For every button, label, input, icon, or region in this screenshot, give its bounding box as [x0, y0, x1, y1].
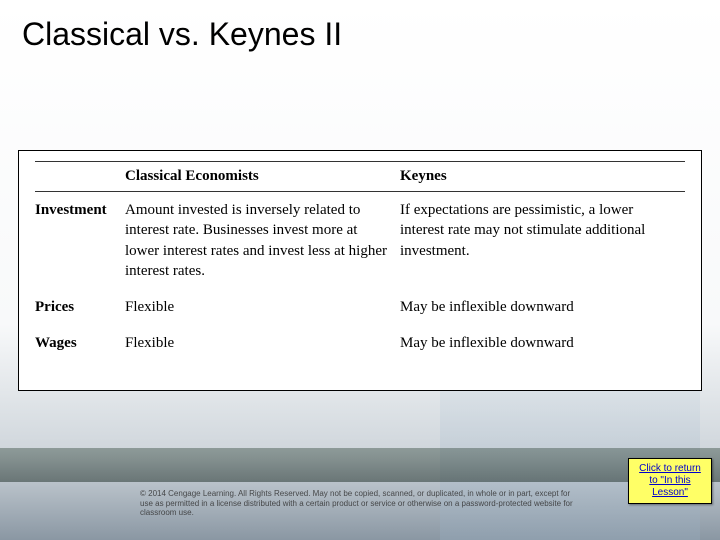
table-header-row: Classical Economists Keynes — [35, 162, 685, 192]
comparison-table-container: Classical Economists Keynes Investment A… — [18, 150, 702, 391]
row-keynes-investment: If expectations are pessimistic, a lower… — [400, 192, 685, 290]
return-line1: Click to return — [639, 463, 701, 474]
return-to-lesson-button[interactable]: Click to return to "In this Lesson" — [628, 458, 712, 504]
row-keynes-wages: May be inflexible downward — [400, 325, 685, 361]
slide-title: Classical vs. Keynes II — [22, 16, 342, 53]
copyright-text: © 2014 Cengage Learning. All Rights Rese… — [140, 489, 580, 518]
row-label-prices: Prices — [35, 289, 125, 325]
table-row: Investment Amount invested is inversely … — [35, 192, 685, 290]
background-ticker-band — [0, 448, 720, 482]
table-row: Prices Flexible May be inflexible downwa… — [35, 289, 685, 325]
row-label-investment: Investment — [35, 192, 125, 290]
return-line3: Lesson" — [652, 487, 688, 498]
table-header-blank — [35, 162, 125, 192]
row-keynes-prices: May be inflexible downward — [400, 289, 685, 325]
row-label-wages: Wages — [35, 325, 125, 361]
comparison-table: Classical Economists Keynes Investment A… — [35, 161, 685, 362]
table-row: Wages Flexible May be inflexible downwar… — [35, 325, 685, 361]
row-classical-investment: Amount invested is inversely related to … — [125, 192, 400, 290]
table-header-keynes: Keynes — [400, 162, 685, 192]
row-classical-prices: Flexible — [125, 289, 400, 325]
row-classical-wages: Flexible — [125, 325, 400, 361]
return-line2: to "In this — [649, 475, 690, 486]
table-header-classical: Classical Economists — [125, 162, 400, 192]
